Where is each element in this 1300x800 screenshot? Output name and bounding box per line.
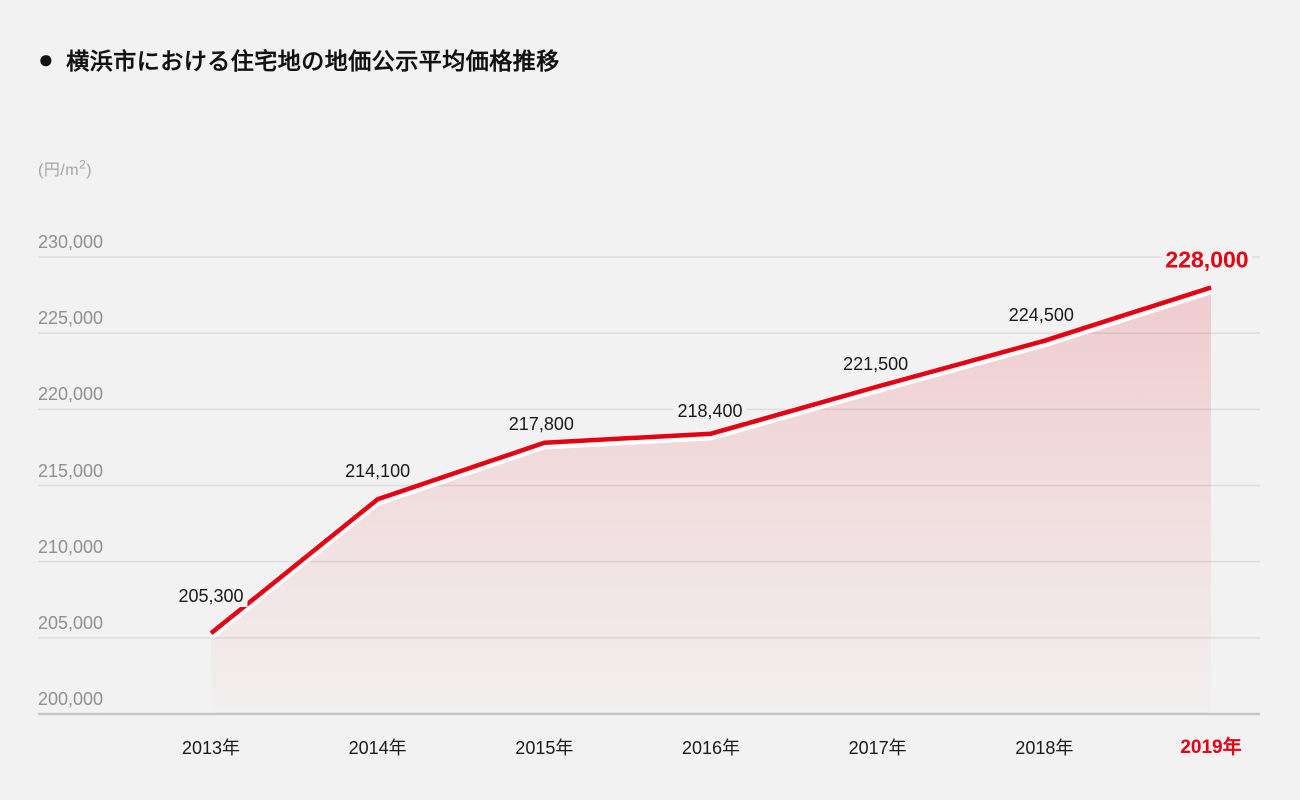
x-axis-label: 2018年 xyxy=(1015,738,1074,758)
value-label: 221,500 xyxy=(839,353,913,376)
value-label-highlight: 228,000 xyxy=(1161,246,1253,274)
y-axis-tick-label: 215,000 xyxy=(38,460,104,481)
x-axis-label-highlight: 2019年 xyxy=(1180,737,1242,758)
x-axis-label: 2015年 xyxy=(515,738,574,758)
chart-area-fill xyxy=(211,287,1211,714)
unit-prefix: (円/m xyxy=(38,162,80,179)
value-label: 205,300 xyxy=(174,585,248,608)
chart-line xyxy=(209,285,1212,636)
value-label: 224,500 xyxy=(1004,303,1078,326)
page-title-text: 横浜市における住宅地の地価公示平均価格推移 xyxy=(66,48,560,74)
bullet-icon: ● xyxy=(38,44,55,74)
y-axis-tick-label: 230,000 xyxy=(38,232,104,252)
value-label: 214,100 xyxy=(341,460,415,483)
x-axis-label: 2016年 xyxy=(681,738,741,758)
y-axis-tick-label: 220,000 xyxy=(38,384,104,405)
y-axis-unit-label: (円/m2) xyxy=(38,156,92,180)
y-axis-tick-label: 225,000 xyxy=(38,308,104,329)
unit-superscript: 2 xyxy=(79,157,87,172)
unit-suffix: ) xyxy=(86,162,93,179)
chart-line-shadow xyxy=(209,289,1212,640)
y-axis-tick-label: 205,000 xyxy=(38,612,104,633)
x-axis-label: 2013年 xyxy=(181,738,241,758)
value-label: 217,800 xyxy=(504,412,578,435)
y-axis-tick-label: 210,000 xyxy=(38,536,104,557)
page-title: ● 横浜市における住宅地の地価公示平均価格推移 xyxy=(38,42,560,76)
y-axis-tick-label: 200,000 xyxy=(38,689,104,709)
x-axis-label: 2014年 xyxy=(348,738,407,758)
value-label: 218,400 xyxy=(673,399,747,422)
x-axis-label: 2017年 xyxy=(848,738,907,758)
